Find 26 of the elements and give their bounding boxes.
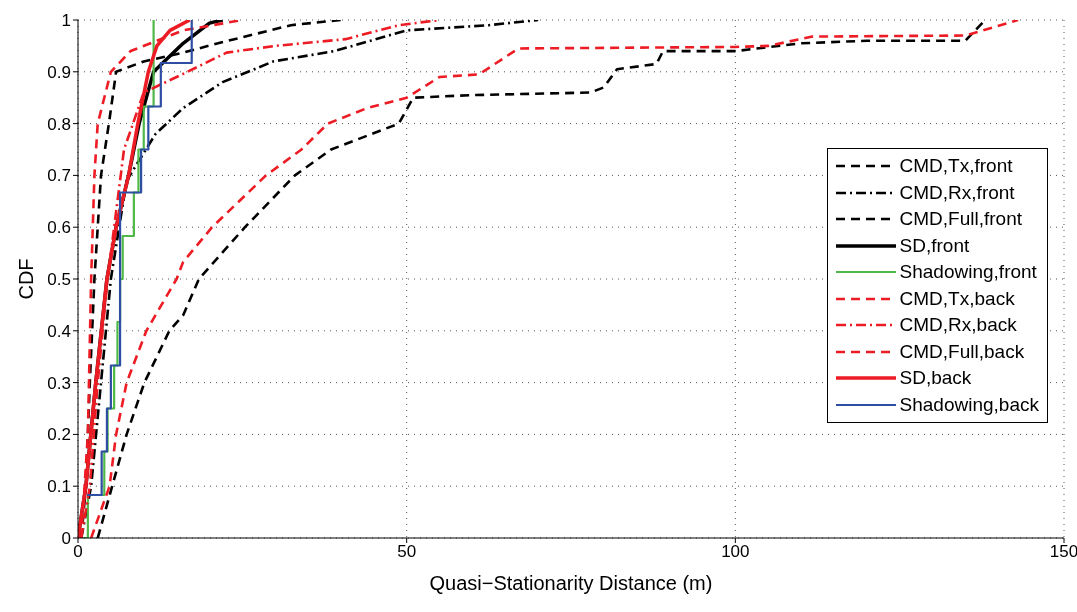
x-axis-title: Quasi−Stationarity Distance (m) [429,572,713,594]
y-tick-label: 0.1 [47,477,71,497]
legend-label: CMD,Full,back [899,340,1025,363]
y-tick-label: 0.3 [47,373,71,393]
x-tick-label: 150 [1049,542,1077,562]
legend-label: Shadowing,back [899,393,1039,416]
y-axis-title: CDF [15,258,38,300]
y-tick-label: 0.2 [47,425,71,445]
legend-label: CMD,Rx,front [899,181,1015,204]
y-tick-label: 0.5 [47,270,71,290]
legend-label: CMD,Full,front [899,208,1023,231]
y-tick-label: 0.4 [47,321,71,341]
y-tick-label: 0.8 [47,114,71,134]
legend-label: CMD,Rx,back [899,314,1017,337]
legend-label: Shadowing,front [899,261,1037,284]
legend-label: SD,front [899,234,970,257]
y-tick-label: 0.7 [47,166,71,186]
x-tick-label: 50 [397,542,417,562]
legend-label: CMD,Tx,front [899,155,1013,178]
y-tick-label: 0.6 [47,218,71,238]
y-tick-label: 0.9 [47,62,71,82]
y-tick-label: 0 [61,529,71,549]
x-tick-label: 100 [721,542,750,562]
legend-label: SD,back [899,367,972,390]
legend-label: CMD,Tx,back [899,287,1015,310]
y-tick-label: 1 [61,11,71,31]
